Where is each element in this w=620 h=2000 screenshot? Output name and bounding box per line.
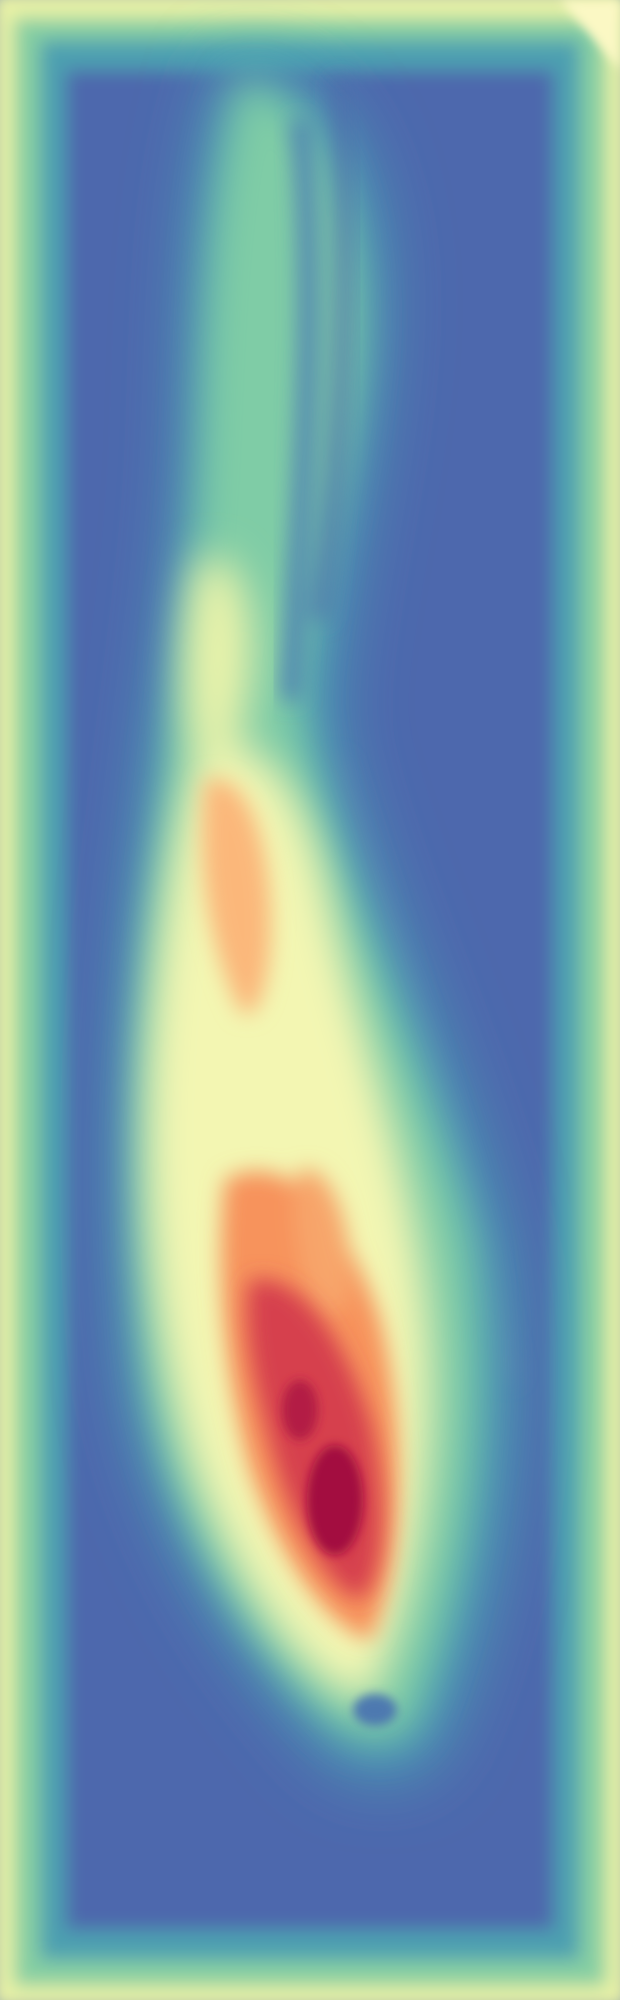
corner-highlight <box>560 0 620 70</box>
heat-body <box>119 60 512 1777</box>
